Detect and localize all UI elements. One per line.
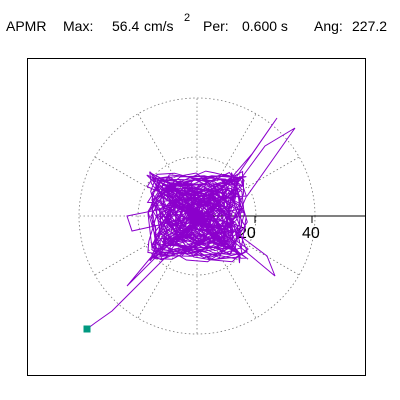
plot-header: APMR Max: 56.4 cm/s 2 Per: 0.600 s Ang: …: [0, 0, 400, 40]
max-unit: cm/s: [144, 18, 174, 34]
period-label: Per:: [203, 18, 229, 34]
max-value: 56.4: [112, 18, 140, 34]
angle-label: Ang:: [314, 18, 343, 34]
max-unit-exponent: 2: [184, 12, 191, 24]
trace-end-marker: [83, 325, 91, 333]
tick-label-40: 40: [302, 225, 320, 242]
motion-trace: [86, 117, 296, 330]
component-label: APMR: [6, 18, 47, 34]
max-label: Max:: [63, 18, 94, 34]
period-value: 0.600 s: [242, 18, 288, 34]
angle-value: 227.2: [352, 18, 388, 34]
